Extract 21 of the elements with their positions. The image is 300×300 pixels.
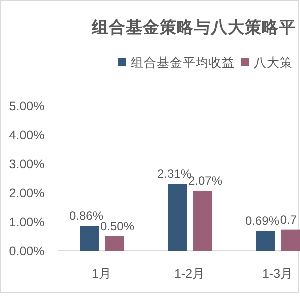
- x-tick-label: 1-2月: [174, 267, 206, 281]
- data-label: 2.31%: [157, 167, 192, 182]
- bar: [105, 236, 124, 251]
- chart-title: 组合基金策略与八大策略平: [91, 18, 296, 37]
- bar: [193, 190, 212, 251]
- x-tick-label: 1-3月: [262, 267, 294, 281]
- y-tick-label: 3.00%: [9, 158, 45, 172]
- bar: [80, 226, 99, 251]
- data-label: 0.69%: [245, 214, 280, 228]
- bar: [256, 230, 275, 251]
- y-tick-label: 1.00%: [9, 216, 45, 230]
- legend-label: 组合基金平均收益: [131, 56, 235, 70]
- legend-label: 八大策: [254, 56, 293, 70]
- y-tick-label: 0.00%: [9, 244, 45, 258]
- data-label: 0.7: [280, 212, 298, 227]
- bar: [168, 184, 187, 251]
- y-tick-label: 5.00%: [9, 100, 45, 114]
- bar: [281, 230, 300, 251]
- y-tick-label: 4.00%: [9, 128, 45, 142]
- x-tick-label: 1月: [92, 267, 112, 281]
- y-tick-label: 2.00%: [9, 186, 45, 200]
